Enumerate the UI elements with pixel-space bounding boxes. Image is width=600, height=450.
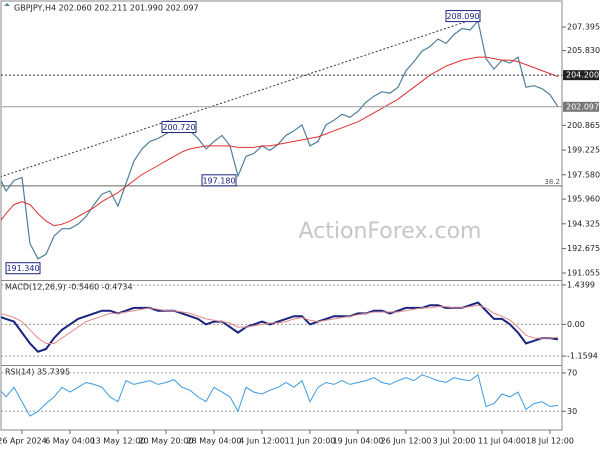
frame [0, 0, 563, 431]
x-tick-label: 6 May 04:00 [45, 437, 95, 446]
x-tick-label: 4 Jun 12:00 [239, 437, 285, 446]
annotation-label: 208.090 [446, 12, 479, 21]
annotation-label: 191.340 [6, 264, 39, 273]
y-tick-label: 199.225 [567, 146, 600, 155]
y-tick-label: 1.4399 [567, 280, 595, 289]
y-tick-label: 192.675 [567, 244, 600, 253]
chart-title: GBPJPY,H4 202.060 202.211 201.990 202.09… [14, 4, 199, 13]
y-tick-label: 197.580 [567, 170, 600, 179]
annotation-box [161, 121, 197, 134]
level-label: 202.097 [566, 102, 599, 111]
x-tick-label: 20 May 20:00 [139, 437, 194, 446]
icon [4, 3, 10, 6]
y-tick-label: -1.1594 [567, 352, 598, 361]
y-tick-label: 0.00 [567, 320, 585, 329]
x-tick-label: 19 Jun 04:00 [333, 437, 384, 446]
y-tick-label: 70 [567, 368, 577, 377]
series-line [1, 56, 559, 227]
panel-title: MACD(12,26,9) -0.5460 -0.4734 [5, 283, 133, 292]
y-tick-label: 191.055 [567, 269, 600, 278]
annotation-label: 197.180 [202, 176, 235, 185]
annotation-box [445, 10, 481, 23]
x-tick-label: 26 Apr 2024 [0, 437, 47, 446]
level-box [563, 101, 599, 112]
level-label: 204.200 [566, 71, 599, 80]
watermark: ActionForex.com [299, 219, 482, 244]
series-line [1, 373, 559, 417]
y-tick-label: 207.395 [567, 23, 600, 32]
annotation-box [5, 262, 41, 275]
annotation-label: 200.720 [162, 123, 195, 132]
x-tick-label: 11 Jun 20:00 [285, 437, 336, 446]
x-tick-label: 13 May 12:00 [91, 437, 146, 446]
y-tick-label: 200.865 [567, 121, 600, 130]
x-tick-label: 26 Jun 12:00 [381, 437, 432, 446]
y-tick-label: 205.830 [567, 46, 600, 55]
x-tick-label: 28 May 04:00 [187, 437, 242, 446]
x-tick-label: 18 Jul 12:00 [526, 437, 574, 446]
level-box [563, 70, 599, 81]
annotation-box [201, 174, 237, 187]
y-tick-label: 30 [567, 407, 577, 416]
panel-title: RSI(14) 35.7395 [5, 368, 70, 377]
x-tick-label: 3 Jul 20:00 [433, 437, 476, 446]
series-line [1, 304, 559, 344]
x-tick-label: 11 Jul 04:00 [478, 437, 526, 446]
level-label: 38.2 [544, 178, 560, 186]
y-tick-label: 195.960 [567, 195, 600, 204]
y-tick-label: 194.325 [567, 219, 600, 228]
trend-line [1, 16, 481, 178]
